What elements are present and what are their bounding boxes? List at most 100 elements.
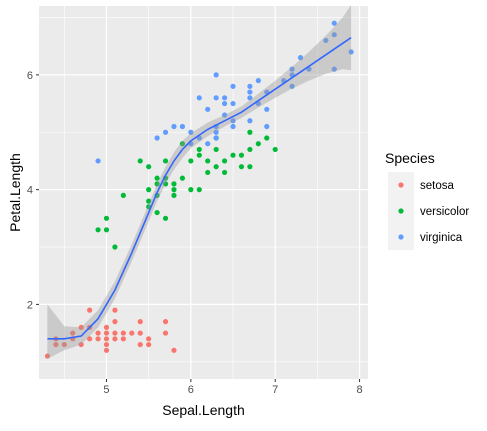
y-tick-label: 4 — [27, 185, 33, 197]
point-versicolor — [238, 164, 245, 170]
point-virginica — [331, 20, 337, 26]
y-axis-title: Petal.Length — [7, 153, 23, 232]
legend: Species setosa versicolor virginica — [385, 150, 469, 250]
point-setosa — [162, 330, 169, 336]
y-tick-label: 6 — [27, 70, 33, 82]
point-versicolor — [154, 175, 160, 181]
point-versicolor — [171, 187, 177, 193]
point-versicolor — [230, 152, 236, 158]
point-virginica — [213, 129, 219, 135]
point-versicolor — [247, 129, 253, 135]
point-setosa — [61, 341, 67, 348]
point-setosa — [78, 324, 84, 330]
point-versicolor — [146, 198, 152, 204]
point-setosa — [171, 347, 177, 353]
smooth-fit — [47, 4, 352, 359]
point-versicolor — [171, 181, 177, 187]
point-versicolor — [247, 146, 253, 153]
point-setosa — [103, 324, 110, 330]
point-virginica — [221, 100, 228, 107]
point-versicolor — [196, 152, 202, 158]
point-versicolor — [221, 158, 228, 164]
plot-panel — [39, 6, 368, 379]
point-setosa — [120, 336, 126, 342]
point-setosa — [103, 347, 110, 353]
point-virginica — [95, 158, 101, 164]
legend-marker-versicolor — [398, 208, 404, 214]
point-versicolor — [162, 158, 169, 164]
point-virginica — [162, 129, 169, 135]
point-versicolor — [179, 141, 186, 147]
point-virginica — [213, 135, 219, 141]
point-virginica — [247, 118, 253, 124]
point-versicolor — [255, 141, 261, 147]
legend-title: Species — [385, 150, 435, 166]
point-virginica — [331, 66, 337, 72]
point-virginica — [196, 95, 202, 101]
point-setosa — [95, 336, 101, 342]
point-virginica — [323, 37, 329, 44]
point-versicolor — [205, 169, 211, 176]
point-versicolor — [264, 135, 270, 141]
point-setosa — [137, 341, 143, 348]
point-versicolor — [205, 158, 211, 164]
point-virginica — [188, 129, 194, 135]
data-points — [44, 20, 354, 359]
point-virginica — [221, 112, 228, 118]
point-virginica — [247, 95, 253, 101]
point-versicolor — [154, 181, 160, 187]
point-virginica — [221, 95, 228, 101]
point-setosa — [112, 319, 118, 325]
point-versicolor — [221, 169, 228, 176]
point-versicolor — [247, 164, 253, 170]
legend-label-setosa: setosa — [420, 180, 454, 192]
point-versicolor — [103, 227, 110, 233]
point-setosa — [95, 330, 101, 336]
point-virginica — [230, 123, 236, 130]
point-setosa — [120, 330, 126, 336]
point-setosa — [112, 307, 118, 313]
point-virginica — [205, 141, 211, 147]
point-versicolor — [103, 215, 110, 221]
point-virginica — [171, 123, 177, 130]
point-virginica — [230, 100, 236, 107]
point-versicolor — [272, 146, 278, 153]
point-versicolor — [154, 209, 160, 216]
point-setosa — [137, 319, 143, 325]
point-setosa — [87, 336, 93, 342]
point-versicolor — [146, 187, 152, 193]
point-setosa — [112, 336, 118, 342]
point-virginica — [289, 66, 295, 72]
legend-label-virginica: virginica — [420, 232, 463, 244]
point-setosa — [44, 353, 51, 359]
point-virginica — [247, 89, 253, 95]
point-setosa — [146, 336, 152, 342]
point-setosa — [112, 330, 118, 336]
point-virginica — [297, 55, 304, 61]
point-versicolor — [179, 175, 186, 181]
point-virginica — [179, 123, 186, 130]
point-virginica — [230, 118, 236, 124]
point-setosa — [78, 341, 84, 348]
point-virginica — [255, 78, 261, 84]
x-tick-label: 6 — [188, 384, 194, 396]
y-axis-ticks: 2 4 6 — [27, 70, 39, 311]
point-versicolor — [171, 192, 177, 198]
point-virginica — [247, 83, 253, 89]
point-virginica — [331, 32, 337, 38]
point-virginica — [213, 72, 219, 78]
point-versicolor — [120, 192, 126, 198]
point-virginica — [154, 135, 160, 141]
point-versicolor — [137, 158, 143, 164]
point-setosa — [103, 341, 110, 348]
legend-marker-virginica — [398, 234, 404, 240]
point-virginica — [289, 83, 295, 89]
x-tick-label: 7 — [272, 384, 278, 396]
point-setosa — [103, 330, 110, 336]
point-versicolor — [188, 158, 194, 164]
point-setosa — [146, 341, 152, 348]
legend-items: setosa versicolor virginica — [388, 172, 469, 250]
point-versicolor — [162, 181, 169, 187]
